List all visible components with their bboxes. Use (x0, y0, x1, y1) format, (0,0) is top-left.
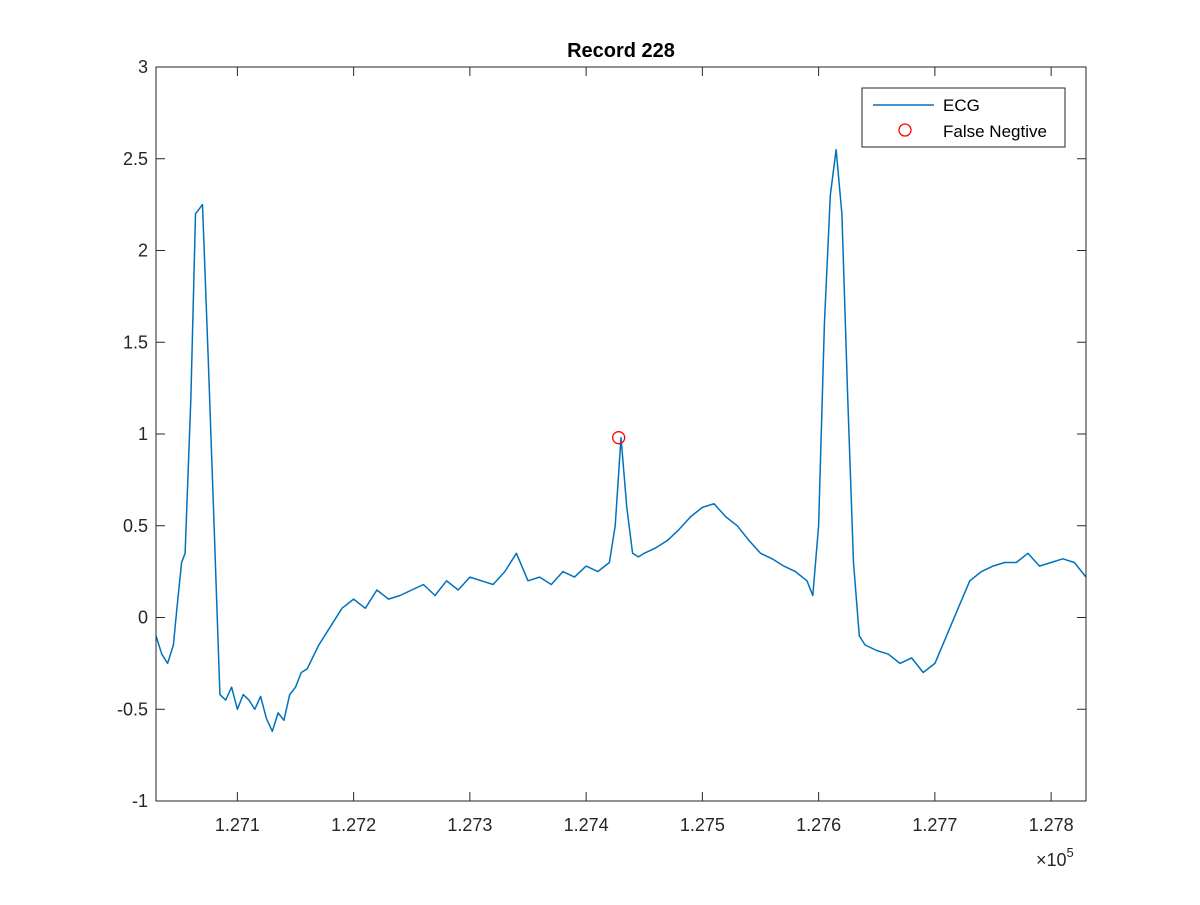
x-tick-label: 1.271 (215, 815, 260, 835)
x-tick-label: 1.276 (796, 815, 841, 835)
svg-text:×105: ×105 (1036, 845, 1074, 870)
legend-false-negative-marker (898, 123, 912, 137)
legend-box (861, 87, 1066, 148)
legend-ecg-label: ECG (943, 96, 980, 115)
x-tick-labels: 1.271 1.272 1.273 1.274 1.275 1.276 1.277 1.278 (215, 815, 1074, 835)
legend: ECG False Negtive (861, 87, 1066, 148)
ecg-series-line (156, 148, 1086, 733)
y-tick-label: 3 (138, 57, 148, 77)
y-tick-label: 0 (138, 608, 148, 628)
x-tick-label: 1.273 (447, 815, 492, 835)
y-tick-label: 2.5 (123, 149, 148, 169)
x-tick-label: 1.272 (331, 815, 376, 835)
y-tick-labels: -1 -0.5 0 0.5 1 1.5 2 2.5 3 (117, 57, 148, 811)
y-tick-label: -0.5 (117, 699, 148, 719)
x-axis-exponent: ×105 (1036, 845, 1074, 870)
plot-area (156, 67, 1086, 801)
y-tick-label: 2 (138, 241, 148, 261)
x-tick-label: 1.274 (564, 815, 609, 835)
x-tick-label: 1.275 (680, 815, 725, 835)
series-layer (156, 148, 1086, 733)
x-exponent-power: 5 (1067, 845, 1074, 860)
axes-box (155, 66, 1087, 802)
x-tick-label: 1.277 (912, 815, 957, 835)
y-tick-label: 1.5 (123, 332, 148, 352)
false-negative-marker (612, 431, 626, 445)
y-tick-label: 0.5 (123, 516, 148, 536)
y-tick-label: -1 (132, 791, 148, 811)
x-exponent-base: ×10 (1036, 850, 1067, 870)
y-tick-label: 1 (138, 424, 148, 444)
x-tick-label: 1.278 (1029, 815, 1074, 835)
chart-title: Record 228 (567, 40, 675, 62)
legend-false-negative-label: False Negtive (943, 122, 1047, 141)
